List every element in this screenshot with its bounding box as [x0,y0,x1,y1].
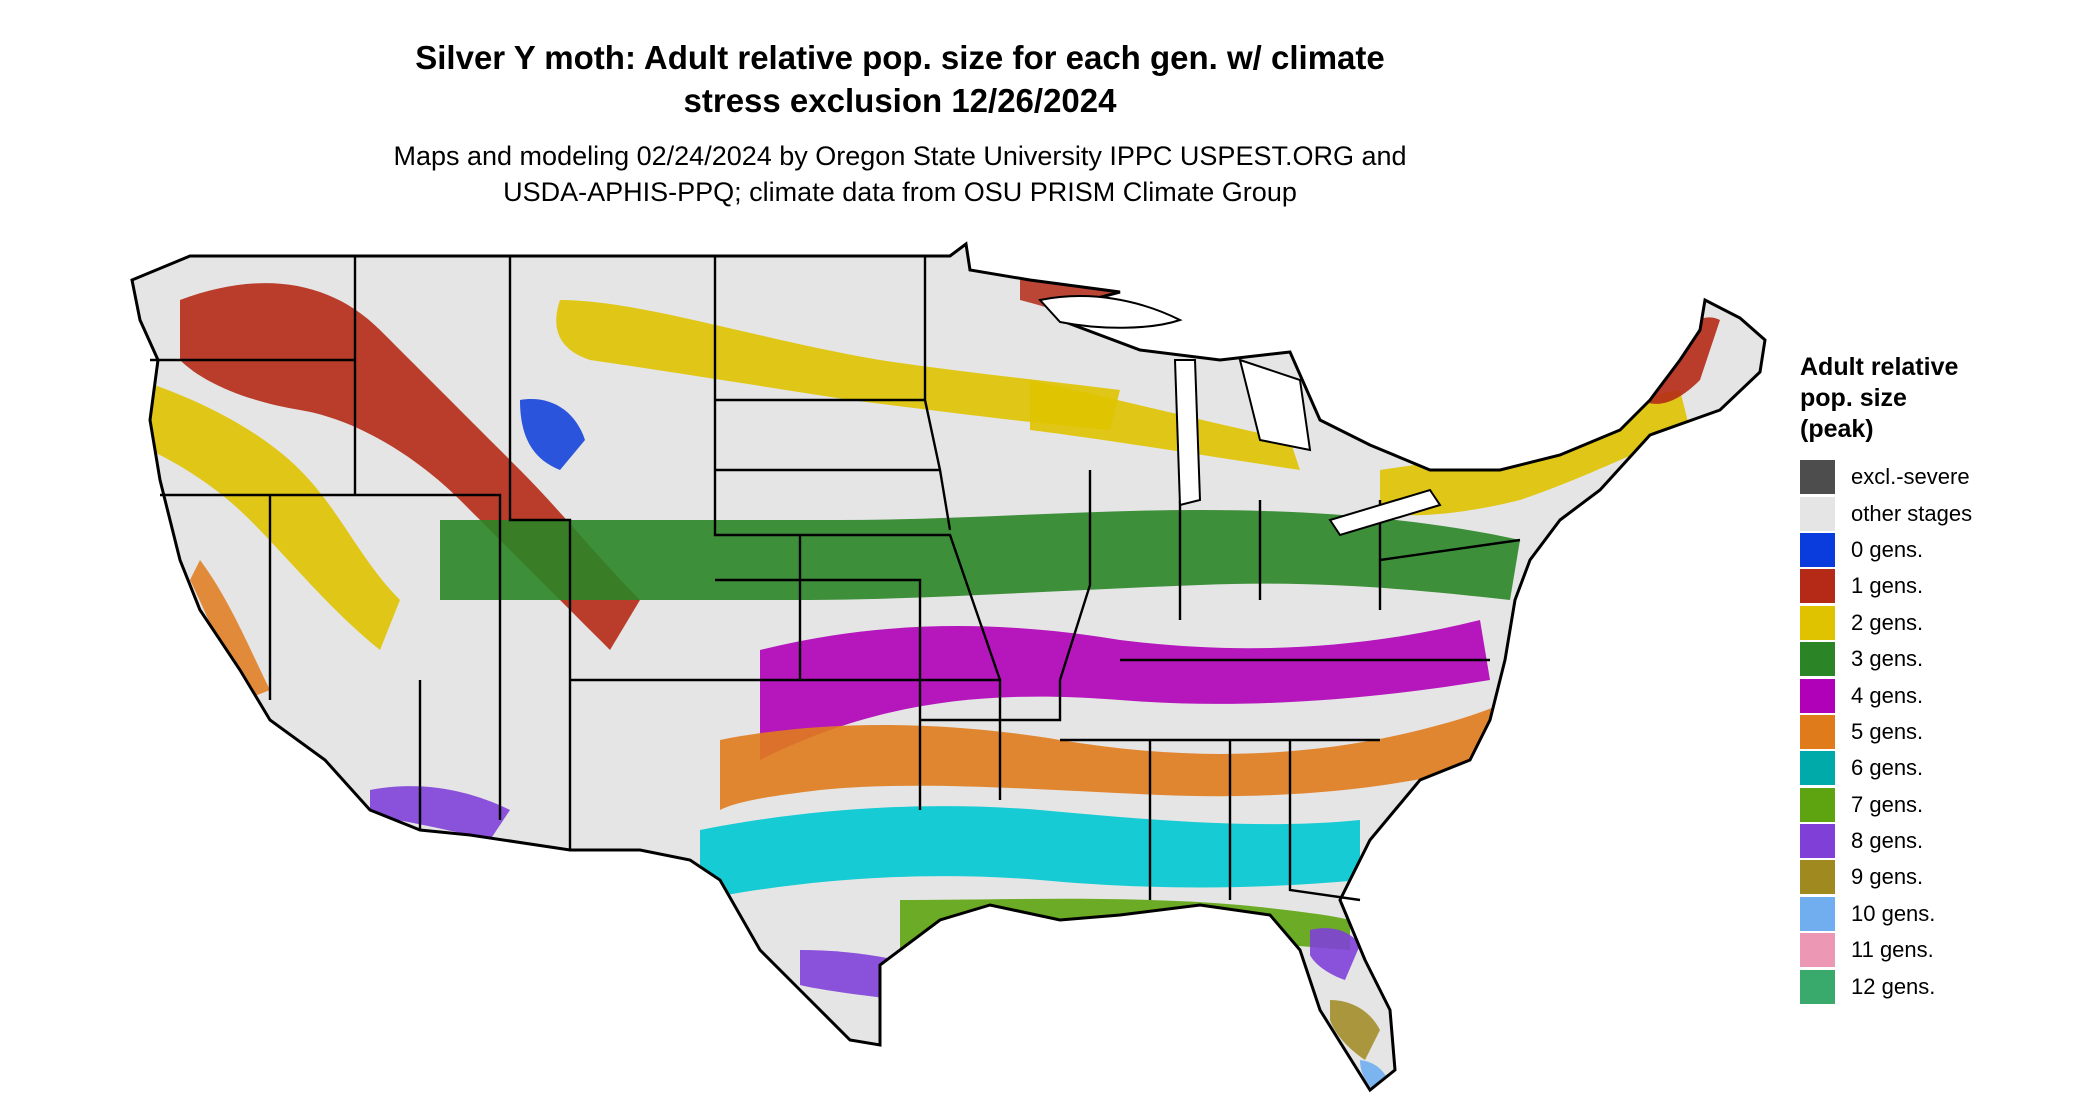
legend-item-4-gens: 4 gens. [1800,677,2060,713]
great-lakes [1038,295,1442,537]
title-line-1: Silver Y moth: Adult relative pop. size … [415,39,1385,76]
legend-label: 2 gens. [1851,609,1924,635]
legend-item-5-gens: 5 gens. [1800,714,2060,750]
band-gulf-cyan [700,806,1360,900]
title-line-2: stress exclusion 12/26/2024 [683,82,1117,119]
legend-item-12-gens: 12 gens. [1800,968,2060,1004]
legend-label: 4 gens. [1851,682,1924,708]
legend-label: 12 gens. [1851,973,1936,999]
lake-michigan [1173,359,1202,507]
legend-swatch [1800,824,1835,859]
legend-label: 9 gens. [1851,864,1924,890]
legend-label: 6 gens. [1851,755,1924,781]
generation-bands [132,244,1765,1090]
legend-swatch [1800,678,1835,713]
legend-swatch [1800,532,1835,567]
legend-label: 5 gens. [1851,718,1924,744]
map-title: Silver Y moth: Adult relative pop. size … [300,36,1500,122]
legend-item-11-gens: 11 gens. [1800,932,2060,968]
band-southwest-purple [370,786,510,840]
legend-item-10-gens: 10 gens. [1800,896,2060,932]
legend-label: 7 gens. [1851,791,1924,817]
us-outline [130,241,1767,1093]
legend-item-8-gens: 8 gens. [1800,823,2060,859]
legend-item-9-gens: 9 gens. [1800,859,2060,895]
band-rockies-blue [520,399,585,470]
legend-swatch [1800,496,1835,531]
legend-title-line-3: (peak) [1800,415,1874,443]
legend-item-1-gens: 1 gens. [1800,568,2060,604]
legend-swatch [1800,460,1835,495]
legend-item-7-gens: 7 gens. [1800,787,2060,823]
legend-swatch [1800,860,1835,895]
legend-label: 8 gens. [1851,828,1924,854]
legend-item-6-gens: 6 gens. [1800,750,2060,786]
state-borders [150,256,1521,902]
band-central-magenta [760,620,1490,760]
legend-item-3-gens: 3 gens. [1800,641,2060,677]
legend: Adult relative pop. size (peak) excl.-se… [1800,352,2060,1005]
legend-swatch [1800,896,1835,931]
lake-huron [1238,358,1312,452]
map-subtitle: Maps and modeling 02/24/2024 by Oregon S… [300,138,1500,210]
legend-item-0-gens: 0 gens. [1800,532,2060,568]
legend-label: 1 gens. [1851,573,1924,599]
legend-item-2-gens: 2 gens. [1800,605,2060,641]
legend-swatch [1800,751,1835,786]
legend-label: excl.-severe [1851,464,1970,490]
band-corn-belt-green [440,510,1520,600]
band-florida-olive [1330,1000,1380,1060]
band-great-lakes-yellow [1030,380,1300,470]
legend-swatch [1800,933,1835,968]
band-northern-plains-yellow [556,300,1120,430]
legend-swatch [1800,787,1835,822]
band-california-orange [190,560,270,700]
legend-swatch [1800,714,1835,749]
legend-items: excl.-severe other stages 0 gens. 1 gens… [1800,459,2060,1005]
legend-label: other stages [1851,500,1973,526]
lake-superior [1038,295,1183,329]
legend-title-line-2: pop. size [1800,384,1907,412]
legend-label: 0 gens. [1851,536,1924,562]
legend-swatch [1800,642,1835,677]
subtitle-line-2: USDA-APHIS-PPQ; climate data from OSU PR… [503,177,1297,207]
legend-label: 11 gens. [1851,937,1934,963]
lake-erie [1328,488,1442,537]
legend-swatch [1800,605,1835,640]
legend-item-excl-severe: excl.-severe [1800,459,2060,495]
legend-title: Adult relative pop. size (peak) [1800,352,2060,445]
legend-item-other-stages: other stages [1800,495,2060,531]
legend-swatch [1800,969,1835,1004]
legend-title-line-1: Adult relative [1800,353,1959,381]
legend-label: 3 gens. [1851,646,1924,672]
subtitle-line-1: Maps and modeling 02/24/2024 by Oregon S… [393,141,1407,171]
band-southern-orange [720,700,1510,810]
legend-label: 10 gens. [1851,900,1936,926]
band-florida-purple [1310,928,1360,980]
legend-swatch [1800,569,1835,604]
